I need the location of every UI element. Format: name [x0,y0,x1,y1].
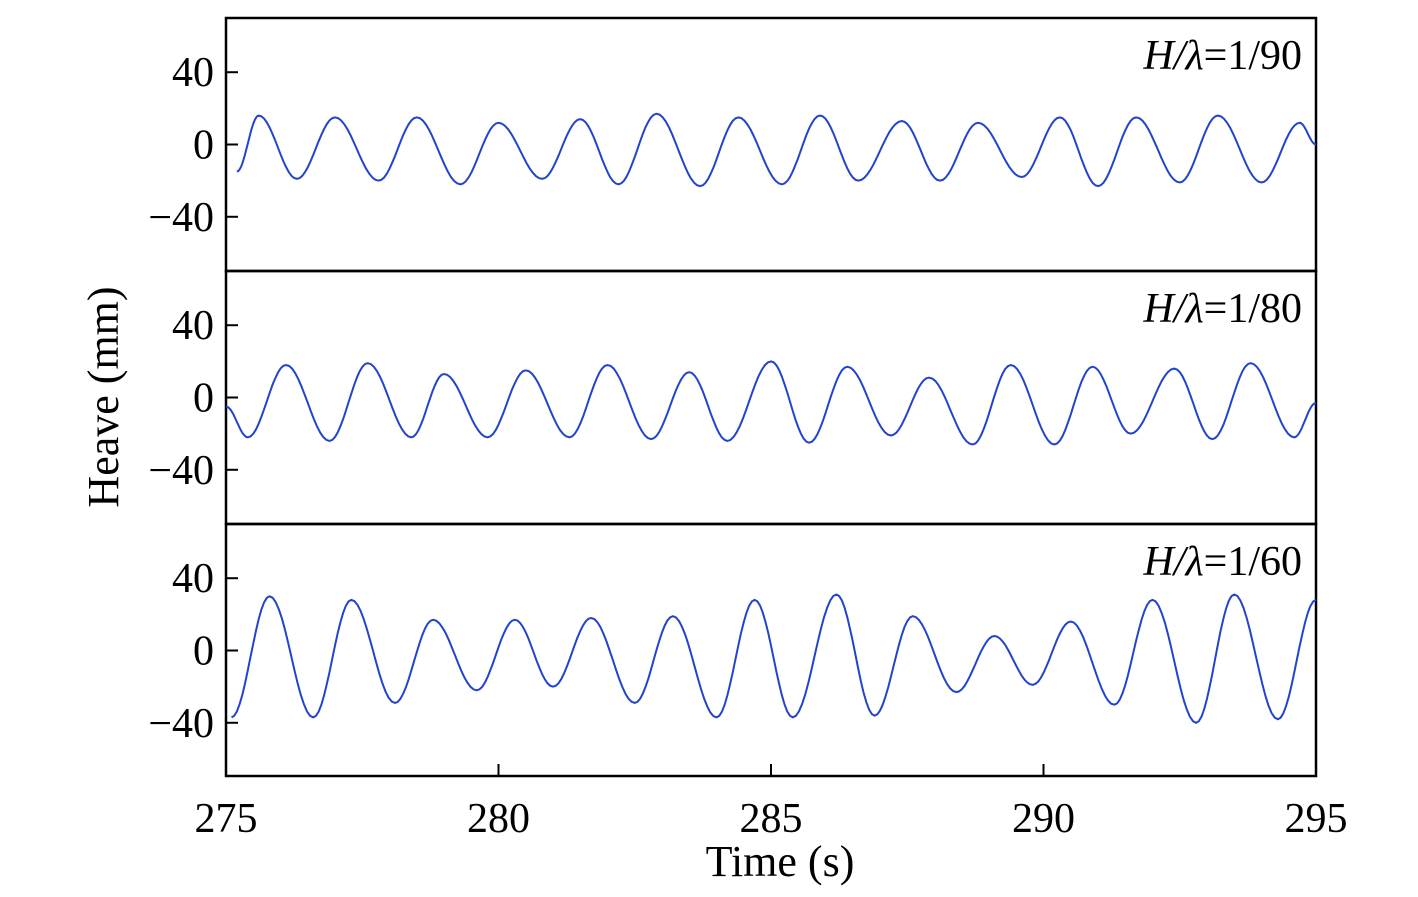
panel-label-value: =1/60 [1204,539,1302,585]
x-tick-label: 275 [195,796,258,842]
panel-borders [224,16,1318,778]
panel-label-1: H/λ=1/90 [1142,33,1302,79]
y-tick-label: 0 [193,123,214,169]
series-line-panel-2 [225,360,1317,446]
y-tick-label: −40 [148,195,214,241]
panel-label-value: =1/80 [1204,286,1302,332]
x-axis-ticks: 275 280 285 290 295 [195,764,1348,842]
panel-label-variable: H/λ [1142,33,1203,79]
panel-label-3: H/λ=1/60 [1142,539,1302,585]
x-tick-label: 295 [1285,796,1348,842]
y-tick-label: −40 [148,701,214,747]
y-tick-label: 40 [172,556,214,602]
y-tick-label: 0 [193,376,214,422]
panel-label-value: =1/90 [1204,33,1302,79]
heave-series [225,112,1317,724]
panel-label-2: H/λ=1/80 [1142,286,1302,332]
y-axis-title: Heave (mm) [79,286,128,507]
x-tick-label: 285 [740,796,803,842]
x-axis-title: Time (s) [706,837,855,886]
y-tick-label: 40 [172,303,214,349]
series-line-panel-1 [236,112,1317,188]
y-axis-ticks: 40 0 −40 40 0 −40 40 0 −40 [148,50,238,747]
panel-labels: H/λ=1/90H/λ=1/80H/λ=1/60 [1142,33,1302,585]
x-tick-label: 280 [467,796,530,842]
x-tick-label: 290 [1012,796,1075,842]
panel-label-variable: H/λ [1142,539,1203,585]
series-line-panel-3 [230,593,1317,724]
y-tick-label: 0 [193,629,214,675]
panel-label-variable: H/λ [1142,286,1203,332]
y-tick-label: 40 [172,50,214,96]
y-tick-label: −40 [148,448,214,494]
